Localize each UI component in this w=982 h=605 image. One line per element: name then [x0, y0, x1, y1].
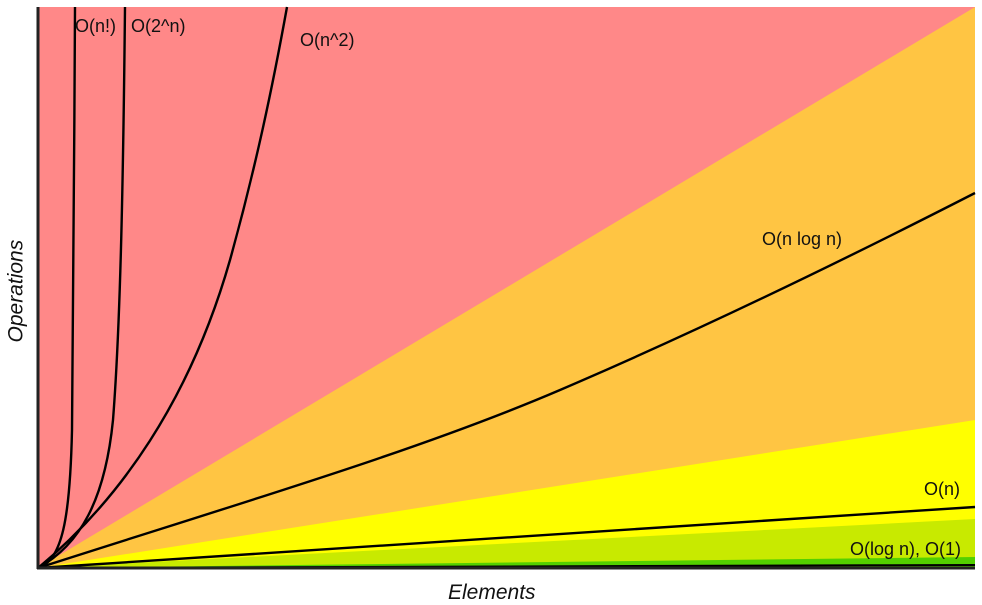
region-bad — [38, 7, 975, 568]
label-log-const: O(log n), O(1) — [850, 539, 962, 559]
curve-quadratic — [37, 6, 289, 569]
label-nlogn: O(n log n) — [762, 229, 843, 249]
label-quadratic: O(n^2) — [300, 30, 355, 50]
curve-nlogn — [37, 191, 976, 570]
label-exponential: O(2^n) — [131, 16, 186, 36]
region-good — [38, 519, 975, 568]
curve-linear — [37, 505, 976, 570]
curve-factorial — [37, 6, 77, 570]
x-axis-title: Elements — [448, 581, 536, 604]
label-linear: O(n) — [924, 479, 960, 499]
label-factorial: O(n!) — [75, 16, 117, 36]
y-axis-title: Operations — [4, 239, 28, 343]
region-fair — [38, 420, 975, 568]
